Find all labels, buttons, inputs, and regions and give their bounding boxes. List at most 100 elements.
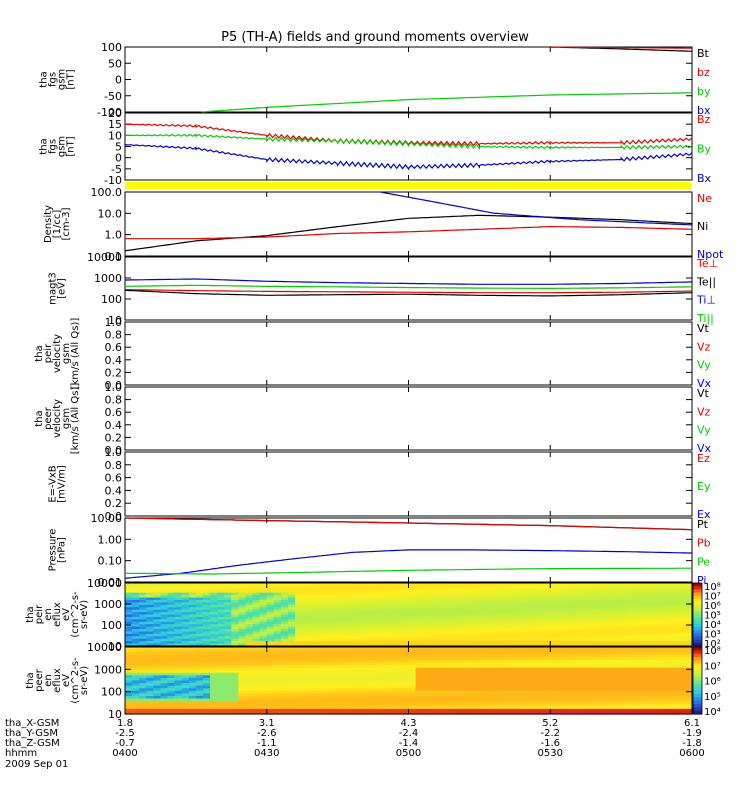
- spectrogram-cell: [458, 657, 466, 661]
- spectrogram-cell: [599, 657, 608, 661]
- spectrogram-cell: [493, 659, 502, 664]
- spectrogram-cell: [500, 690, 509, 694]
- spectrogram-cell: [266, 590, 275, 594]
- spectrogram-cell: [415, 592, 424, 596]
- spectrogram-cell: [380, 604, 388, 608]
- spectrogram-cell: [344, 633, 353, 637]
- spectrogram-cell: [649, 670, 658, 674]
- spectrogram-cell: [649, 647, 658, 651]
- spectrogram-cell: [195, 690, 204, 694]
- spectrogram-cell: [365, 624, 374, 628]
- spectrogram-cell: [181, 690, 190, 694]
- spectrogram-cell: [252, 693, 261, 697]
- spectrogram-cell: [273, 590, 282, 594]
- spectrogram-cell: [614, 685, 622, 689]
- spectrogram-cell: [153, 590, 162, 594]
- spectrogram-cell: [358, 701, 367, 705]
- spectrogram-cell: [181, 652, 190, 656]
- spectrogram-cell: [316, 680, 325, 684]
- spectrogram-cell: [373, 649, 381, 653]
- spectrogram-cell: [139, 693, 147, 697]
- spectrogram-cell: [401, 657, 410, 661]
- spectrogram-cell: [132, 612, 140, 616]
- spectrogram-cell: [280, 657, 289, 661]
- spectrogram-cell: [635, 688, 643, 692]
- spectrogram-cell: [210, 583, 218, 587]
- spectrogram-cell: [174, 654, 183, 658]
- spectrogram-cell: [458, 649, 466, 653]
- spectrogram-cell: [571, 665, 580, 669]
- y-axis-label: Pressure: [48, 529, 59, 572]
- colorbar-cell: [693, 667, 702, 672]
- spectrogram-cell: [231, 683, 239, 687]
- spectrogram-cell: [422, 662, 431, 666]
- spectrogram-cell: [295, 595, 303, 599]
- spectrogram-cell: [614, 621, 622, 625]
- spectrogram-cell: [387, 607, 395, 611]
- y-tick-label: -100: [97, 106, 122, 119]
- spectrogram-cell: [302, 592, 310, 596]
- spectrogram-cell: [649, 698, 658, 702]
- spectrogram-cell: [252, 597, 261, 601]
- spectrogram-cell: [146, 688, 154, 692]
- spectrogram-cell: [351, 711, 360, 715]
- spectrogram-cell: [217, 675, 225, 679]
- spectrogram-cell: [578, 587, 587, 591]
- spectrogram-cell: [465, 685, 473, 689]
- spectrogram-cell: [259, 670, 268, 674]
- spectrogram-cell: [401, 690, 410, 694]
- spectrogram-cell: [160, 654, 169, 658]
- spectrogram-cell: [245, 677, 254, 682]
- spectrogram-cell: [351, 595, 360, 599]
- spectrogram-cell: [465, 624, 473, 628]
- spectrogram-cell: [238, 592, 247, 596]
- spectrogram-cell: [500, 599, 509, 603]
- spectrogram-cell: [288, 607, 296, 611]
- spectrogram-cell: [358, 688, 367, 692]
- spectrogram-cell: [528, 659, 537, 664]
- spectrogram-cell: [132, 583, 140, 587]
- spectrogram-cell: [436, 595, 445, 599]
- spectrogram-cell: [125, 703, 133, 707]
- spectrogram-cell: [408, 636, 417, 640]
- spectrogram-cell: [599, 667, 608, 671]
- spectrogram-cell: [132, 654, 140, 658]
- spectrogram-cell: [486, 654, 495, 658]
- spectrogram-cell: [472, 585, 480, 589]
- spectrogram-cell: [585, 619, 594, 623]
- y-axis-label: eV: [61, 608, 72, 621]
- spectrogram-cell: [295, 690, 303, 694]
- spectrogram-cell: [195, 657, 204, 661]
- spectrogram-cell: [465, 703, 473, 707]
- spectrogram-cell: [578, 633, 587, 637]
- spectrogram-cell: [528, 626, 537, 630]
- spectrogram-cell: [394, 609, 403, 613]
- spectrogram-cell: [571, 595, 580, 599]
- spectrogram-cell: [606, 688, 615, 692]
- spectrogram-cell: [174, 701, 183, 705]
- spectrogram-cell: [224, 609, 232, 613]
- spectrogram-cell: [394, 701, 403, 705]
- spectrogram-cell: [224, 649, 232, 653]
- spectrogram-cell: [217, 612, 225, 616]
- spectrogram-cell: [358, 652, 367, 656]
- spectrogram-cell: [351, 643, 360, 647]
- spectrogram-cell: [536, 595, 544, 599]
- colorbar-cell: [693, 663, 702, 668]
- spectrogram-cell: [245, 652, 254, 656]
- spectrogram-cell: [195, 680, 204, 684]
- spectrogram-cell: [323, 665, 332, 669]
- x-axis-value: 5.2: [542, 718, 558, 729]
- spectrogram-cell: [153, 695, 162, 700]
- spectrogram-cell: [599, 616, 608, 620]
- spectrogram-cell: [500, 659, 509, 664]
- spectrogram-cell: [621, 672, 629, 676]
- y-tick-label: 0.2: [105, 366, 123, 379]
- spectrogram-cell: [188, 665, 197, 669]
- spectrogram-cell: [521, 675, 530, 679]
- spectrogram-cell: [415, 672, 424, 676]
- spectrogram-cell: [486, 641, 495, 645]
- spectrogram-cell: [628, 636, 636, 640]
- spectrogram-cell: [295, 609, 303, 613]
- spectrogram-cell: [139, 604, 147, 608]
